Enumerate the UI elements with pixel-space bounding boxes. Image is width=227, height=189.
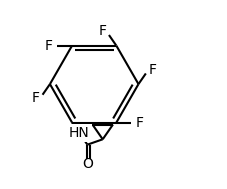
Text: HN: HN bbox=[69, 126, 90, 140]
Text: O: O bbox=[82, 157, 93, 171]
Text: F: F bbox=[99, 24, 106, 38]
Text: F: F bbox=[44, 39, 52, 53]
Text: F: F bbox=[136, 115, 144, 130]
Text: F: F bbox=[148, 63, 156, 77]
Text: F: F bbox=[32, 91, 40, 105]
